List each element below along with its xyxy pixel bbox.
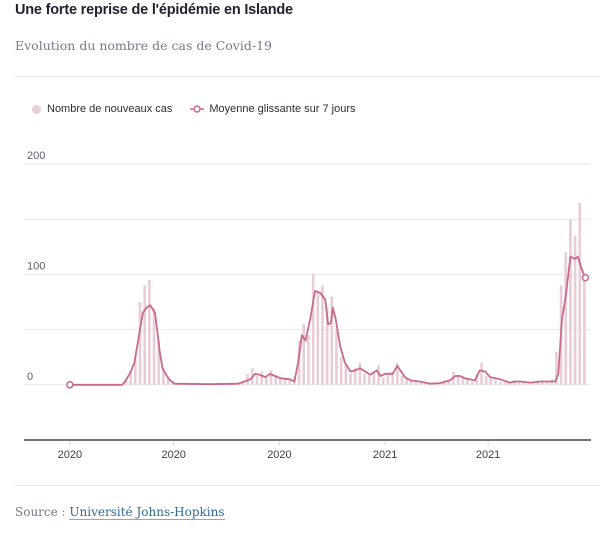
bar xyxy=(381,378,385,385)
bar xyxy=(405,379,408,385)
bar xyxy=(269,370,273,385)
legend-item-line[interactable]: Moyenne glissante sur 7 jours xyxy=(190,103,356,115)
bar xyxy=(396,362,399,385)
bar xyxy=(377,364,380,385)
bar xyxy=(297,340,301,385)
chart-title: Une forte reprise de l'épidémie en Islan… xyxy=(15,2,293,18)
bar xyxy=(527,382,530,385)
bar xyxy=(536,382,539,385)
bar xyxy=(461,377,465,385)
bar xyxy=(367,375,371,385)
bar xyxy=(124,379,128,385)
bar xyxy=(410,381,413,385)
bar xyxy=(573,235,577,385)
bar xyxy=(400,375,404,385)
bar xyxy=(564,252,568,385)
bar xyxy=(386,374,390,385)
top-divider xyxy=(15,76,600,77)
bar xyxy=(138,302,142,385)
bar xyxy=(166,378,170,385)
bar xyxy=(363,373,366,385)
x-tick-label: 2020 xyxy=(267,449,291,461)
source-label: Source : xyxy=(15,505,66,519)
bar xyxy=(503,382,507,385)
bar xyxy=(274,374,277,385)
legend-item-bars[interactable]: Nombre de nouveaux cas xyxy=(32,103,172,115)
bar xyxy=(424,383,427,385)
bar xyxy=(339,357,343,385)
bar xyxy=(484,375,488,385)
bar xyxy=(475,373,479,385)
source-note: Source : Université Johns-Hopkins xyxy=(15,505,225,520)
y-tick-label: 100 xyxy=(27,260,45,272)
bar xyxy=(335,329,338,385)
moving-average-line xyxy=(69,255,587,386)
bar xyxy=(157,340,161,385)
bar xyxy=(414,380,418,385)
bar xyxy=(522,381,525,385)
source-link[interactable]: Université Johns-Hopkins xyxy=(69,505,225,520)
x-tick-label: 2021 xyxy=(373,449,397,461)
bar xyxy=(134,357,137,385)
bar xyxy=(321,285,324,385)
bar xyxy=(152,307,156,385)
y-tick-label: 0 xyxy=(27,371,33,383)
bar xyxy=(349,373,352,385)
bar xyxy=(489,378,493,385)
chart-area: 0 100 200 2020 2020 2020 2021 2021 xyxy=(24,150,591,461)
bar xyxy=(330,296,334,385)
bar xyxy=(578,202,582,385)
bar xyxy=(255,375,259,385)
bar xyxy=(311,274,315,385)
bar xyxy=(353,368,357,385)
bottom-divider xyxy=(15,485,600,486)
bar xyxy=(517,382,521,385)
legend: Nombre de nouveaux cas Moyenne glissante… xyxy=(32,103,374,115)
bar xyxy=(283,379,287,385)
bar xyxy=(148,279,151,385)
x-tick-label: 2020 xyxy=(58,449,82,461)
bar xyxy=(545,381,549,385)
bar xyxy=(302,324,306,385)
x-tick-label: 2020 xyxy=(161,449,185,461)
bar xyxy=(498,381,502,385)
bar xyxy=(246,373,249,385)
bar xyxy=(569,219,572,385)
x-tick-label: 2021 xyxy=(476,449,500,461)
bar xyxy=(325,307,329,385)
bar xyxy=(447,381,451,385)
bar xyxy=(555,351,558,385)
bar xyxy=(466,379,469,385)
bar xyxy=(265,378,268,385)
bar xyxy=(162,368,165,385)
bar xyxy=(307,335,310,385)
bar xyxy=(279,377,282,385)
bar xyxy=(494,380,497,385)
line-start-marker xyxy=(66,381,74,389)
legend-label-line: Moyenne glissante sur 7 jours xyxy=(209,103,356,115)
bar xyxy=(541,380,544,385)
bar xyxy=(143,285,146,385)
bar xyxy=(470,381,474,385)
line-marker-icon xyxy=(190,105,205,113)
bar xyxy=(372,371,376,385)
bar xyxy=(241,381,245,385)
bar xyxy=(358,362,362,385)
bar xyxy=(391,371,394,385)
bar-swatch-icon xyxy=(32,104,41,114)
bar xyxy=(344,364,348,385)
bar xyxy=(456,374,460,385)
bar xyxy=(480,362,483,385)
bar xyxy=(583,279,586,385)
bar xyxy=(288,380,292,385)
chart-subtitle: Evolution du nombre de cas de Covid-19 xyxy=(15,38,273,53)
bar xyxy=(129,371,132,385)
bar xyxy=(260,371,263,385)
y-tick-label: 200 xyxy=(27,150,45,162)
legend-label-bars: Nombre de nouveaux cas xyxy=(47,103,173,115)
bar xyxy=(316,290,320,385)
bar xyxy=(419,382,423,385)
line-end-marker xyxy=(581,273,590,282)
